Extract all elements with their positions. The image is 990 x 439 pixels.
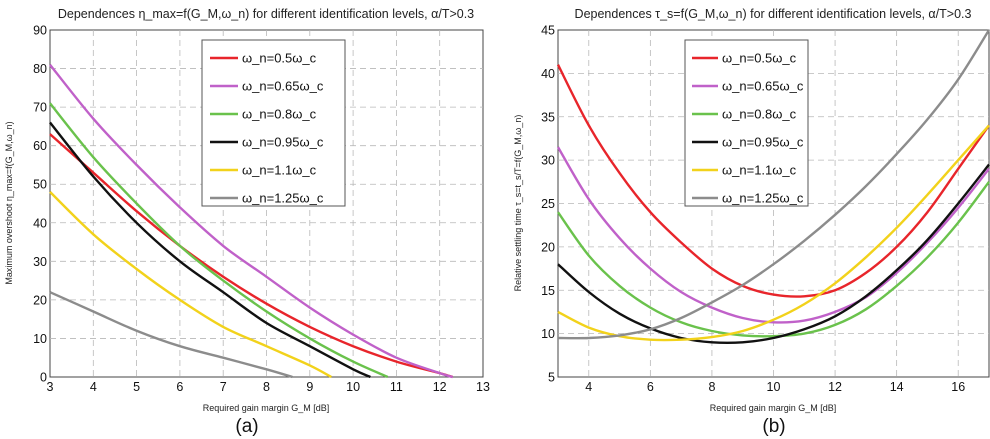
y-tick-label: 10 (33, 332, 47, 346)
x-tick-label: 5 (133, 380, 140, 394)
legend-label: ω_n=0.8ω_c (242, 107, 317, 122)
chart-b-title: Dependences τ_s=f(G_M,ω_n) for different… (575, 7, 972, 21)
legend-label: ω_n=1.1ω_c (242, 163, 317, 178)
x-tick-label: 9 (306, 380, 313, 394)
y-tick-label: 30 (541, 154, 555, 168)
x-tick-label: 6 (647, 380, 654, 394)
y-tick-label: 0 (40, 371, 47, 385)
chart-a-series-lines (49, 63, 454, 379)
chart-b-tick-labels: 4 6 8 10 12 14 16 5 10 15 20 25 30 35 40 45 (541, 24, 965, 395)
y-tick-label: 50 (33, 178, 47, 192)
chart-b-legend-box (684, 39, 809, 207)
y-tick-label: 45 (541, 24, 555, 38)
x-tick-label: 16 (951, 380, 965, 394)
legend-label: ω_n=0.95ω_c (722, 135, 804, 150)
y-tick-label: 70 (33, 101, 47, 115)
x-tick-label: 13 (476, 380, 490, 394)
series-line-2 (49, 63, 454, 379)
chart-a-y-axis-label: Maximum overshoot η_max=f(G_M,ω_n) (4, 121, 14, 284)
x-tick-label: 6 (176, 380, 183, 394)
chart-a-caption: (a) (235, 416, 258, 437)
y-tick-label: 35 (541, 110, 555, 124)
legend-label: ω_n=1.25ω_c (722, 191, 804, 206)
legend-label: ω_n=0.65ω_c (722, 79, 804, 94)
series-line-4 (49, 121, 371, 379)
x-tick-label: 8 (708, 380, 715, 394)
y-tick-label: 5 (548, 371, 555, 385)
chart-a-legend-box (201, 39, 346, 207)
x-tick-label: 10 (346, 380, 360, 394)
legend-label: ω_n=0.8ω_c (722, 107, 797, 122)
y-tick-label: 10 (541, 327, 555, 341)
x-tick-label: 11 (390, 380, 403, 394)
y-tick-label: 20 (541, 240, 555, 254)
series-line-4 (557, 163, 990, 345)
x-tick-label: 12 (433, 380, 447, 394)
series-line-5 (557, 124, 990, 342)
legend-label: ω_n=1.25ω_c (242, 191, 324, 206)
series-line-3 (49, 102, 389, 379)
legend-label: ω_n=0.5ω_c (242, 51, 317, 66)
y-tick-label: 40 (33, 216, 47, 230)
y-tick-label: 80 (33, 62, 47, 76)
legend-label: ω_n=0.65ω_c (242, 79, 324, 94)
series-line-3 (557, 181, 990, 338)
chart-a-title: Dependences η_max=f(G_M,ω_n) for differe… (58, 7, 474, 21)
series-line-6 (49, 291, 293, 379)
chart-b-caption: (b) (762, 416, 785, 437)
chart-b: 4 6 8 10 12 14 16 5 10 15 20 25 30 35 40 45 Dependences… (513, 7, 990, 437)
chart-a-x-axis-label: Required gain margin G_M [dB] (203, 403, 330, 413)
chart-a: 3 4 5 6 7 8 9 10 11 12 13 0 10 20 30 40 50 60 70 80 90 Depen… (4, 7, 490, 437)
x-tick-label: 12 (828, 380, 842, 394)
x-tick-label: 10 (767, 380, 781, 394)
y-tick-label: 25 (541, 197, 555, 211)
y-tick-label: 20 (33, 293, 47, 307)
series-line-6 (557, 29, 990, 340)
chart-b-series-lines (556, 29, 990, 345)
y-tick-label: 30 (33, 255, 47, 269)
chart-b-x-axis-label: Required gain margin G_M [dB] (710, 403, 837, 413)
y-tick-label: 90 (33, 24, 47, 38)
x-tick-label: 3 (47, 380, 54, 394)
chart-b-legend: ω_n=0.5ω_c ω_n=0.65ω_c ω_n=0.8ω_c ω_n=0.95ω… (692, 51, 804, 206)
series-line-2 (556, 146, 990, 324)
x-tick-label: 8 (263, 380, 270, 394)
legend-label: ω_n=1.1ω_c (722, 163, 797, 178)
series-line-5 (49, 191, 332, 379)
x-tick-label: 7 (220, 380, 227, 394)
x-tick-label: 4 (90, 380, 97, 394)
chart-a-tick-labels: 3 4 5 6 7 8 9 10 11 12 13 0 10 20 30 40 50 60 70 80 90 (33, 24, 490, 395)
chart-a-legend: ω_n=0.5ω_c ω_n=0.65ω_c ω_n=0.8ω_c ω_n=0.95ω… (210, 51, 324, 206)
chart-b-y-axis-label: Relative settling time τ_s=t_s/T=f(G_M,ω… (513, 115, 523, 292)
legend-label: ω_n=0.95ω_c (242, 135, 324, 150)
y-tick-label: 15 (541, 284, 555, 298)
series-line-1 (49, 133, 454, 379)
y-tick-label: 60 (33, 139, 47, 153)
series-line-1 (556, 64, 990, 298)
x-tick-label: 14 (890, 380, 904, 394)
x-tick-label: 4 (585, 380, 592, 394)
legend-label: ω_n=0.5ω_c (722, 51, 797, 66)
y-tick-label: 40 (541, 67, 555, 81)
